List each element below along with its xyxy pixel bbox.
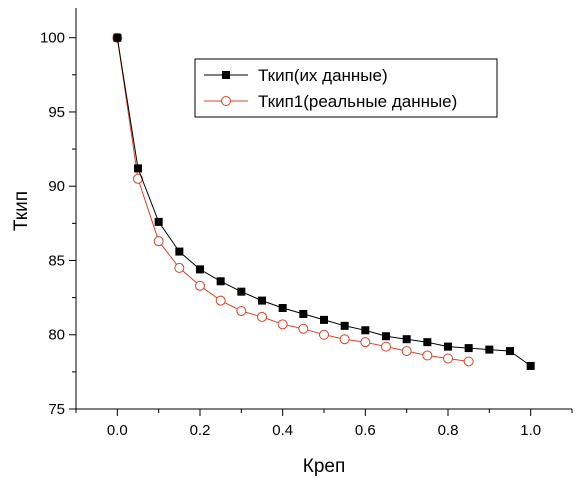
plot-area [112, 32, 535, 370]
y-tick-label: 95 [48, 104, 65, 121]
x-tick-label: 0.2 [190, 422, 211, 439]
series-1-point [237, 287, 246, 296]
series-1-point [382, 332, 390, 341]
series-1-point [134, 164, 142, 173]
legend: Ткип(их данные) Ткип1(реальные данные) [194, 58, 498, 118]
legend-marker-series-2 [221, 96, 231, 106]
series-1-point [175, 247, 184, 256]
series-2-point [443, 353, 453, 364]
series-2-point [401, 346, 412, 357]
series-2-point [215, 295, 226, 306]
y-tick-label: 85 [48, 252, 65, 269]
series-2-point [319, 329, 329, 340]
y-axis-label: Ткип [11, 191, 32, 231]
series-1-point [423, 338, 432, 347]
series-1-point [258, 296, 266, 305]
legend-label-series-2: Ткип1(реальные данные) [258, 92, 457, 111]
series-2-point [298, 323, 309, 334]
series-1-point [113, 33, 122, 42]
legend-marker-series-1 [222, 71, 230, 79]
series-1-point [154, 217, 163, 226]
x-tick-label: 1.0 [520, 422, 541, 439]
series-2-point [277, 319, 288, 330]
series-1-point [278, 304, 287, 313]
series-1-point [506, 347, 514, 356]
series-2-point [339, 334, 350, 345]
x-tick-label: 0.8 [438, 422, 459, 439]
x-tick-label: 0.4 [272, 422, 293, 439]
ticks: 0.0 0.2 0.4 0.6 0.8 1.0 75 80 85 90 95 100 [40, 30, 573, 439]
y-tick-label: 80 [48, 327, 65, 344]
series-1-point [320, 315, 328, 324]
series-2-point [153, 236, 164, 247]
series-2-point [422, 350, 433, 361]
series-1-point [444, 342, 452, 351]
legend-label-series-1: Ткип(их данные) [258, 66, 388, 85]
x-tick-label: 0.6 [355, 422, 376, 439]
series-1-point [196, 265, 204, 274]
y-tick-label: 90 [48, 178, 65, 195]
series-1-point [216, 277, 225, 286]
y-tick-label: 75 [48, 401, 65, 418]
series-1-point [340, 321, 349, 330]
series-1-point [464, 344, 473, 353]
y-tick-label: 100 [40, 30, 65, 47]
series-2-point [463, 356, 474, 367]
legend-box [194, 58, 498, 118]
series-2-point [257, 311, 267, 322]
series-2-point [381, 341, 391, 352]
series-2-point [174, 262, 185, 273]
series-2-point [236, 305, 247, 316]
x-tick-label: 0.0 [107, 422, 128, 439]
series-1-point [402, 335, 411, 344]
series-1-point [526, 361, 535, 370]
series-2-point [195, 280, 205, 291]
series-1-point [299, 309, 308, 318]
series-2-point [360, 337, 371, 348]
x-axis-label: Креп [303, 456, 346, 477]
series-1-point [485, 345, 494, 354]
series-1-point [361, 326, 370, 335]
